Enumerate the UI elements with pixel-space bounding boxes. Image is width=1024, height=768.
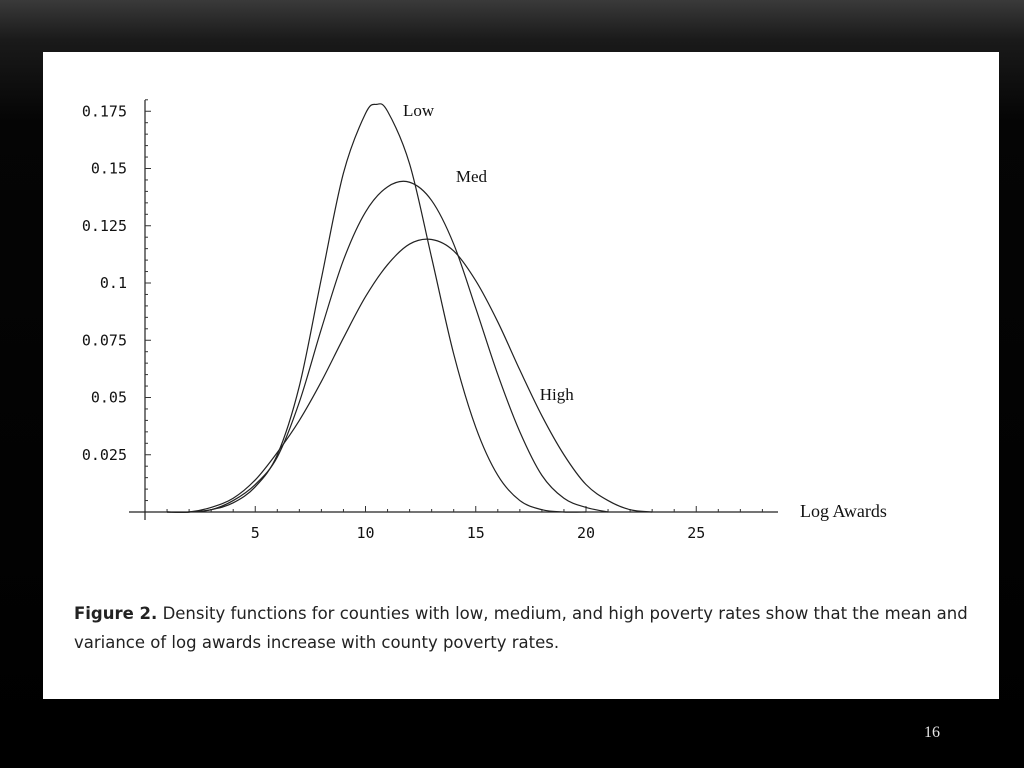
x-tick-label: 15 bbox=[467, 524, 485, 542]
curve-label-med: Med bbox=[456, 167, 488, 186]
y-tick-label: 0.175 bbox=[82, 102, 127, 120]
slide-number: 16 bbox=[924, 724, 940, 741]
y-tick-label: 0.1 bbox=[100, 274, 127, 292]
x-tick-label: 25 bbox=[687, 524, 705, 542]
x-tick-label: 10 bbox=[356, 524, 374, 542]
chart-plot-area: Low Med High bbox=[167, 101, 653, 513]
chart-axes: 5 10 15 20 25 0.025 0.05 0.075 0.1 0.125 0.15 0.175… bbox=[82, 99, 887, 542]
figure-caption-text: Density functions for counties with low,… bbox=[74, 604, 968, 652]
y-tick-label: 0.15 bbox=[91, 160, 127, 178]
density-chart: 5 10 15 20 25 0.025 0.05 0.075 0.1 0.125 0.15 0.175… bbox=[82, 99, 887, 542]
curve-label-low: Low bbox=[403, 101, 435, 120]
x-axis-title: Log Awards bbox=[800, 501, 887, 521]
curve-label-high: High bbox=[540, 385, 575, 404]
slide-figure: 5 10 15 20 25 0.025 0.05 0.075 0.1 0.125 0.15 0.175… bbox=[43, 52, 999, 699]
y-tick-label: 0.125 bbox=[82, 217, 127, 235]
y-tick-label: 0.075 bbox=[82, 331, 127, 349]
series-line-low bbox=[167, 103, 587, 513]
series-line-med bbox=[167, 180, 609, 513]
figure-caption: Figure 2. Density functions for counties… bbox=[74, 599, 974, 657]
y-tick-label: 0.05 bbox=[91, 389, 127, 407]
x-tick-label: 20 bbox=[577, 524, 595, 542]
y-tick-label: 0.025 bbox=[82, 446, 127, 464]
series-line-high bbox=[167, 238, 653, 513]
figure-caption-label: Figure 2. bbox=[74, 604, 158, 623]
x-tick-label: 5 bbox=[251, 524, 260, 542]
